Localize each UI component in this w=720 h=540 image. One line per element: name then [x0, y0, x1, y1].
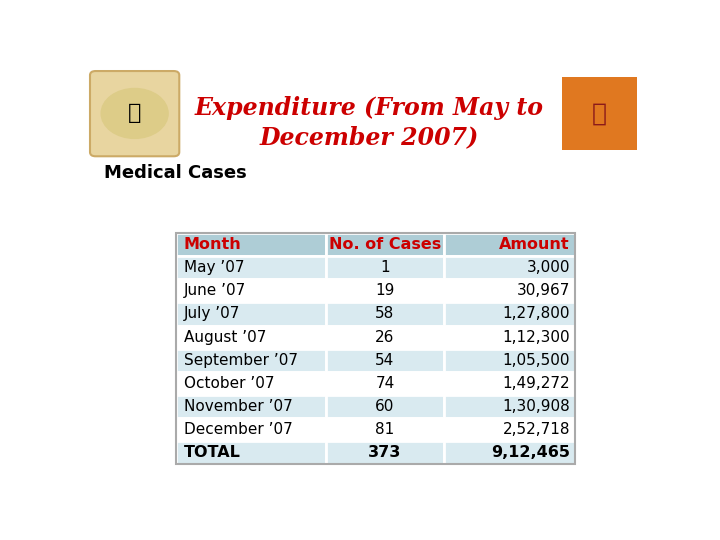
Text: 🏥: 🏥	[128, 104, 141, 124]
Bar	[326, 279, 444, 302]
FancyBboxPatch shape	[90, 71, 179, 156]
Bar	[444, 326, 575, 349]
Bar	[176, 418, 326, 441]
Text: December 2007): December 2007)	[259, 126, 479, 150]
Text: 2,52,718: 2,52,718	[503, 422, 570, 437]
Text: September ’07: September ’07	[184, 353, 298, 368]
Text: 1,05,500: 1,05,500	[503, 353, 570, 368]
Text: 3,000: 3,000	[526, 260, 570, 275]
Text: 👥: 👥	[591, 102, 606, 125]
Text: October ’07: October ’07	[184, 376, 274, 391]
Text: June ’07: June ’07	[184, 284, 246, 299]
Text: TOTAL: TOTAL	[184, 445, 240, 460]
Text: Expenditure (From May to: Expenditure (From May to	[194, 97, 544, 120]
Text: 1,49,272: 1,49,272	[503, 376, 570, 391]
Bar	[444, 302, 575, 326]
Text: November ’07: November ’07	[184, 399, 292, 414]
Bar	[176, 395, 326, 418]
Text: July ’07: July ’07	[184, 307, 240, 321]
Bar	[176, 233, 575, 464]
Text: 54: 54	[375, 353, 395, 368]
Circle shape	[101, 89, 168, 138]
Bar	[176, 326, 326, 349]
Text: 58: 58	[375, 307, 395, 321]
Bar	[176, 279, 326, 302]
Bar	[176, 349, 326, 372]
Text: 1,27,800: 1,27,800	[503, 307, 570, 321]
Text: August ’07: August ’07	[184, 329, 266, 345]
Bar	[176, 441, 326, 464]
Bar	[326, 372, 444, 395]
Bar	[326, 441, 444, 464]
Text: Amount: Amount	[499, 237, 570, 252]
Text: 1,30,908: 1,30,908	[502, 399, 570, 414]
Text: 19: 19	[375, 284, 395, 299]
Bar	[444, 372, 575, 395]
Text: 373: 373	[368, 445, 402, 460]
Bar	[444, 279, 575, 302]
Bar	[176, 372, 326, 395]
Bar	[176, 256, 326, 279]
Bar	[326, 302, 444, 326]
Bar	[444, 349, 575, 372]
Bar	[444, 418, 575, 441]
Bar	[176, 233, 326, 256]
Text: 1: 1	[380, 260, 390, 275]
Text: 60: 60	[375, 399, 395, 414]
Text: Month: Month	[184, 237, 241, 252]
Text: 74: 74	[375, 376, 395, 391]
Bar	[176, 302, 326, 326]
Bar	[444, 233, 575, 256]
Bar	[326, 395, 444, 418]
Text: 1,12,300: 1,12,300	[503, 329, 570, 345]
Text: 30,967: 30,967	[516, 284, 570, 299]
Bar	[326, 418, 444, 441]
Bar	[444, 256, 575, 279]
FancyBboxPatch shape	[562, 77, 637, 150]
Text: 9,12,465: 9,12,465	[491, 445, 570, 460]
Bar	[326, 256, 444, 279]
Bar	[444, 395, 575, 418]
Bar	[326, 233, 444, 256]
Bar	[326, 326, 444, 349]
Bar	[326, 349, 444, 372]
Text: December ’07: December ’07	[184, 422, 292, 437]
Text: No. of Cases: No. of Cases	[329, 237, 441, 252]
Text: 26: 26	[375, 329, 395, 345]
Text: Medical Cases: Medical Cases	[104, 164, 247, 182]
Text: 81: 81	[375, 422, 395, 437]
Bar	[444, 441, 575, 464]
Text: May ’07: May ’07	[184, 260, 244, 275]
